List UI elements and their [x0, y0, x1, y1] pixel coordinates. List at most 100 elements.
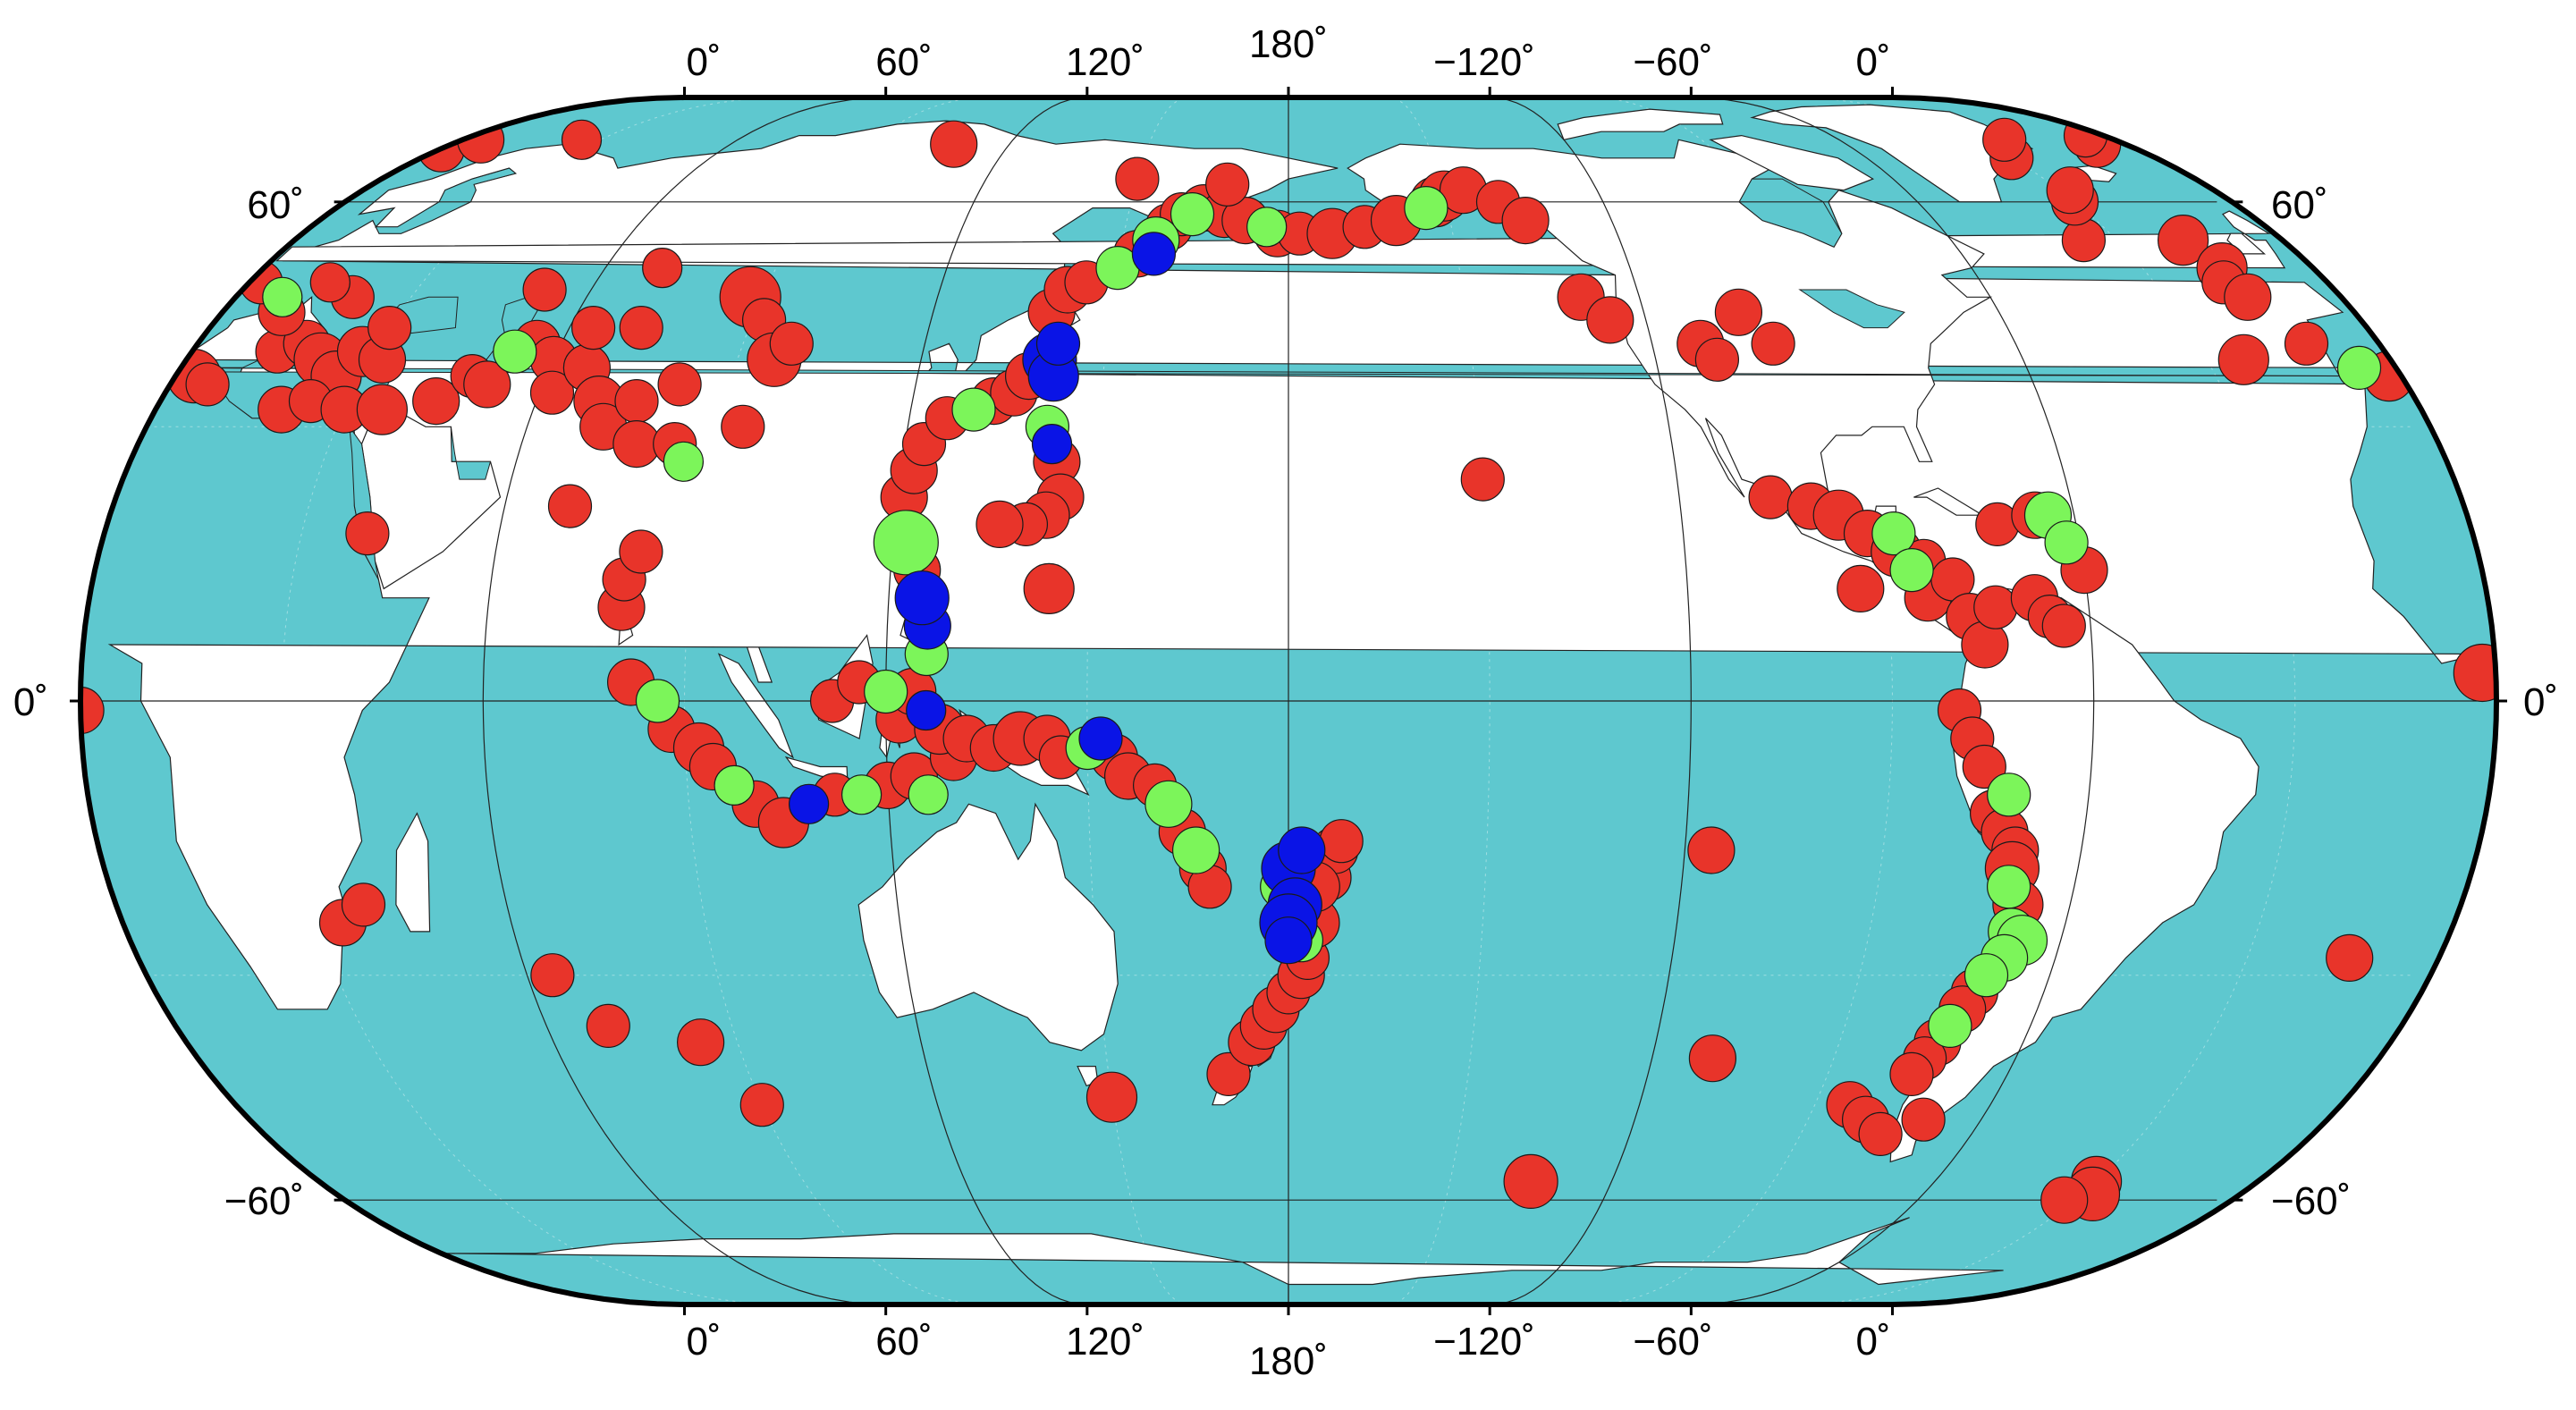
earthquake-marker-red: [412, 377, 460, 426]
top-label-120: 120˚: [1066, 40, 1144, 84]
earthquake-marker-red: [721, 404, 765, 449]
earthquake-marker-green: [1871, 511, 1916, 556]
bottom-label-minus120: −120˚: [1433, 1320, 1535, 1364]
earthquake-marker-green: [2336, 345, 2382, 390]
earthquake-marker-blue: [788, 783, 830, 824]
earthquake-marker-red: [769, 321, 814, 366]
earthquake-marker-red: [676, 1018, 725, 1067]
hudson-bay: [1738, 178, 1843, 248]
earthquake-marker-green: [1964, 953, 2009, 998]
sumatra-landmass: [717, 653, 795, 759]
top-label-60: 60˚: [875, 40, 933, 84]
earthquake-marker-red: [570, 306, 616, 350]
bottom-label-0: 0˚: [686, 1320, 721, 1364]
bottom-longitude-labels: 0˚ 60˚ 120˚ 180˚ −120˚ −60˚ 0˚: [686, 1320, 1890, 1383]
earthquake-marker-red: [1205, 162, 1250, 207]
earthquake-marker-red: [1687, 826, 1736, 874]
earthquake-marker-red: [463, 360, 511, 409]
earthquake-marker-green: [1144, 780, 1193, 828]
earthquake-marker-red: [367, 306, 412, 350]
bottom-label-180: 180˚: [1249, 1339, 1328, 1383]
earthquake-marker-red: [619, 529, 663, 574]
australia-landmass: [857, 802, 1119, 1051]
earthquake-marker-red: [185, 362, 230, 407]
earthquake-marker-red: [1889, 1051, 1934, 1097]
persian-gulf: [450, 426, 492, 480]
baltic-sea: [375, 167, 517, 234]
earthquake-marker-blue: [894, 570, 950, 626]
earthquake-marker-red: [619, 306, 663, 350]
earthquake-marker-green: [1987, 865, 2031, 909]
earthquake-marker-blue: [906, 689, 947, 731]
left-label-minus60: −60˚: [224, 1179, 304, 1223]
bottom-label-minus60: −60˚: [1633, 1320, 1712, 1364]
earthquake-marker-red: [530, 953, 575, 998]
earthquake-marker-red: [1023, 562, 1075, 615]
earthquake-marker-blue: [1278, 826, 1326, 874]
earthquake-marker-red: [2158, 215, 2209, 266]
earthquake-marker-red: [2453, 643, 2496, 703]
top-label-180: 180˚: [1249, 22, 1328, 66]
earthquake-marker-green: [663, 441, 705, 482]
earthquake-marker-red: [976, 500, 1024, 549]
earthquake-marker-green: [262, 276, 303, 317]
bottom-label-60: 60˚: [875, 1320, 933, 1364]
bottom-label-120: 120˚: [1066, 1320, 1144, 1364]
top-label-0: 0˚: [686, 40, 721, 84]
earthquake-marker-blue: [1131, 232, 1177, 276]
earthquake-marker-red: [529, 370, 575, 415]
earthquake-marker-red: [2326, 933, 2374, 983]
earthquake-marker-red: [1688, 1034, 1737, 1083]
frame-ticks: [70, 87, 2507, 1315]
madagascar-landmass: [395, 812, 431, 933]
earthquake-marker-red: [1115, 156, 1160, 201]
right-label-60: 60˚: [2271, 183, 2328, 227]
left-latitude-labels: 60˚ 0˚ −60˚: [13, 183, 304, 1223]
earthquake-marker-red: [1085, 1071, 1138, 1123]
earthquake-marker-green: [951, 387, 996, 432]
earthquake-marker-green: [840, 774, 883, 815]
earthquake-marker-red: [309, 262, 351, 303]
earthquake-marker-green: [714, 764, 755, 806]
baffin-landmass: [1709, 134, 1875, 191]
earthquake-marker-red: [1858, 1111, 1903, 1157]
earthquake-marker-green: [2044, 520, 2089, 565]
right-label-minus60: −60˚: [2271, 1179, 2351, 1223]
right-label-0: 0˚: [2523, 680, 2558, 724]
earthquake-marker-red: [356, 384, 408, 435]
earthquake-marker-green: [1171, 826, 1220, 874]
left-label-0: 0˚: [13, 680, 48, 724]
earthquake-marker-red: [1460, 457, 1505, 502]
earthquake-marker-green: [864, 669, 908, 714]
great-lakes: [1798, 289, 1905, 329]
earthquake-marker-red: [1751, 321, 1795, 366]
earthquake-marker-red: [642, 248, 683, 289]
antarctica-landmass: [441, 1217, 2004, 1304]
earthquake-marker-red: [1503, 1153, 1558, 1210]
earthquake-marker-green: [493, 329, 537, 374]
bottom-label-0-right: 0˚: [1855, 1320, 1890, 1364]
earthquake-marker-green: [1987, 773, 2031, 817]
earthquake-marker-red: [1901, 1097, 1946, 1142]
earthquake-marker-red: [930, 120, 978, 168]
earthquake-marker-red: [547, 484, 593, 528]
earthquake-marker-red: [739, 1083, 784, 1127]
earthquake-marker-red: [1586, 296, 1634, 344]
earthquake-marker-blue: [1078, 716, 1123, 761]
earthquake-marker-red: [1748, 475, 1793, 519]
earthquake-marker-green: [1889, 547, 1934, 593]
earthquake-marker-red: [2041, 604, 2086, 648]
earthquake-markers: [80, 114, 2496, 1224]
earthquake-marker-green: [1246, 207, 1288, 248]
earthquake-marker-green: [635, 679, 680, 723]
earthquake-marker-red: [1973, 585, 2018, 629]
earthquake-marker-green: [1404, 186, 1448, 231]
top-label-minus120: −120˚: [1433, 40, 1535, 84]
earthquake-marker-red: [1501, 197, 1550, 245]
earthquake-marker-red: [2040, 1176, 2089, 1224]
earthquake-marker-red: [1837, 564, 1885, 613]
earthquake-marker-red: [586, 1003, 630, 1049]
earthquake-marker-red: [2217, 334, 2269, 385]
earthquake-marker-red: [522, 267, 567, 312]
earthquake-marker-red: [2046, 166, 2094, 215]
